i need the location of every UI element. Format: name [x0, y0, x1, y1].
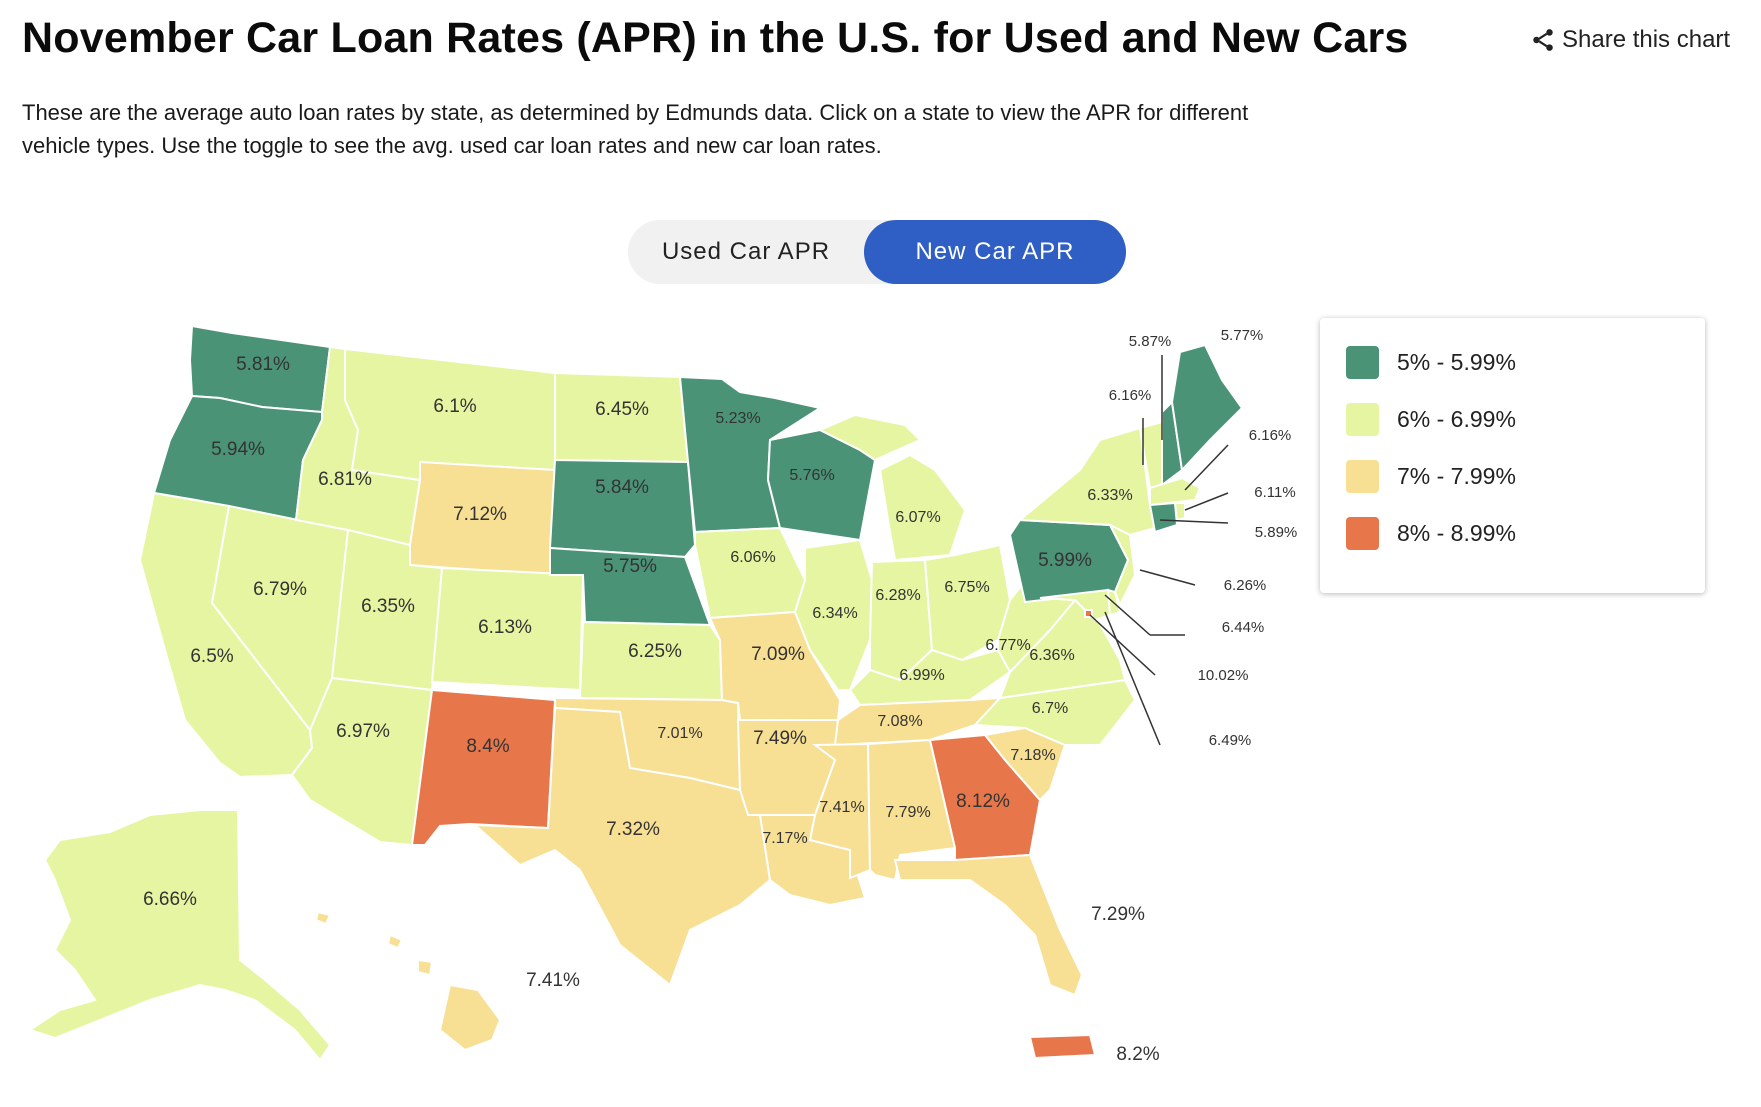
state-ma[interactable]	[1149, 476, 1202, 507]
rate-label-ms: 7.41%	[819, 799, 864, 816]
rate-label-ga: 8.12%	[956, 791, 1010, 812]
rate-label-pr: 8.2%	[1116, 1044, 1159, 1065]
state-nm[interactable]	[410, 688, 557, 846]
share-icon	[1533, 29, 1553, 51]
rate-label-co: 6.13%	[478, 617, 532, 638]
legend-item: 5% - 5.99%	[1346, 346, 1516, 379]
rate-label-id: 6.81%	[318, 469, 372, 490]
rate-label-ok: 7.01%	[657, 725, 702, 742]
legend-swatch	[1346, 460, 1379, 493]
rate-label-va: 6.36%	[1029, 647, 1074, 664]
state-me[interactable]	[1170, 343, 1244, 473]
rate-label-ky: 6.99%	[899, 667, 944, 684]
state-sd[interactable]	[548, 458, 697, 559]
state-ak[interactable]	[27, 809, 332, 1062]
rate-label-nc: 6.7%	[1032, 700, 1068, 717]
rate-label-tn: 7.08%	[877, 713, 922, 730]
legend-label: 5% - 5.99%	[1397, 349, 1516, 375]
leader-lines	[1089, 355, 1229, 746]
rate-label-me: 5.77%	[1221, 327, 1264, 344]
rate-label-ne: 5.75%	[603, 556, 657, 577]
rate-label-mn: 5.23%	[715, 410, 760, 427]
rate-label-sc: 7.18%	[1010, 747, 1055, 764]
rate-label-ma: 6.16%	[1249, 427, 1292, 444]
legend-swatch	[1346, 403, 1379, 436]
rate-label-ri: 6.11%	[1254, 484, 1295, 501]
rate-label-or: 5.94%	[211, 439, 265, 460]
rate-label-vt: 6.16%	[1109, 387, 1152, 404]
us-choropleth-map: 5.81% 5.94% 6.5% 6.79% 6.81% 6.1% 7.12% …	[27, 324, 1297, 1065]
state-pr[interactable]	[1028, 1033, 1097, 1060]
rate-label-in: 6.28%	[875, 587, 920, 604]
legend-label: 8% - 8.99%	[1397, 520, 1516, 546]
rate-label-pa: 5.99%	[1038, 550, 1092, 571]
legend-swatch	[1346, 346, 1379, 379]
state-hi[interactable]	[314, 910, 502, 1052]
state-il[interactable]	[793, 538, 874, 691]
rate-label-sd: 5.84%	[595, 477, 649, 498]
rate-label-nm: 8.4%	[466, 736, 509, 757]
share-button[interactable]: Share this chart	[1530, 26, 1730, 54]
legend-label: 6% - 6.99%	[1397, 406, 1516, 432]
rate-label-wy: 7.12%	[453, 504, 507, 525]
rate-label-tx: 7.32%	[606, 819, 660, 840]
rate-label-wv: 6.77%	[985, 637, 1030, 654]
state-tx[interactable]	[472, 706, 772, 987]
legend-label: 7% - 7.99%	[1397, 463, 1516, 489]
state-ri[interactable]	[1173, 502, 1186, 522]
state-fl[interactable]	[893, 853, 1084, 997]
rate-label-nv: 6.79%	[253, 579, 307, 600]
rate-label-mi: 6.07%	[895, 509, 940, 526]
legend-item: 7% - 7.99%	[1346, 460, 1516, 493]
page-title: November Car Loan Rates (APR) in the U.S…	[22, 14, 1409, 62]
rate-label-mo: 7.09%	[751, 644, 805, 665]
state-mi-up[interactable]	[817, 413, 922, 462]
rate-label-nd: 6.45%	[595, 399, 649, 420]
new-car-apr-button[interactable]: New Car APR	[864, 220, 1126, 284]
state-ia[interactable]	[694, 526, 807, 620]
rate-label-hi: 7.41%	[526, 970, 580, 991]
state-nj[interactable]	[1107, 522, 1137, 608]
rate-label-dc: 10.02%	[1198, 667, 1249, 684]
rate-label-ia: 6.06%	[730, 549, 775, 566]
rate-label-il: 6.34%	[812, 605, 857, 622]
share-label: Share this chart	[1562, 26, 1731, 53]
legend-item: 6% - 6.99%	[1346, 403, 1516, 436]
rate-labels: 5.81% 5.94% 6.5% 6.79% 6.81% 6.1% 7.12% …	[143, 327, 1297, 1065]
rate-label-oh: 6.75%	[944, 579, 989, 596]
rate-label-md: 6.49%	[1209, 732, 1252, 749]
rate-label-ut: 6.35%	[361, 596, 415, 617]
apr-toggle: Used Car APR New Car APR	[628, 220, 1126, 284]
rate-label-mt: 6.1%	[433, 396, 476, 417]
used-car-apr-button[interactable]: Used Car APR	[628, 220, 864, 284]
rate-label-wi: 5.76%	[789, 467, 834, 484]
rate-label-al: 7.79%	[885, 804, 930, 821]
rate-label-nj: 6.26%	[1224, 577, 1267, 594]
legend-swatch	[1346, 517, 1379, 550]
rate-label-wa: 5.81%	[236, 354, 290, 375]
state-shapes	[27, 324, 1244, 1062]
rate-label-ks: 6.25%	[628, 641, 682, 662]
state-ct[interactable]	[1148, 501, 1179, 534]
legend: 5% - 5.99% 6% - 6.99% 7% - 7.99% 8% - 8.…	[1320, 318, 1705, 593]
rate-label-la: 7.17%	[762, 830, 807, 847]
rate-label-az: 6.97%	[336, 721, 390, 742]
legend-item: 8% - 8.99%	[1346, 517, 1516, 550]
rate-label-ca: 6.5%	[190, 646, 233, 667]
rate-label-ct: 5.89%	[1255, 524, 1298, 541]
rate-label-ny: 6.33%	[1087, 487, 1132, 504]
description: These are the average auto loan rates by…	[22, 100, 1249, 158]
rate-label-ak: 6.66%	[143, 889, 197, 910]
rate-label-nh: 5.87%	[1129, 333, 1172, 350]
rate-label-fl: 7.29%	[1091, 904, 1145, 925]
rate-label-de: 6.44%	[1222, 619, 1265, 636]
state-mi[interactable]	[878, 453, 967, 562]
rate-label-ar: 7.49%	[753, 728, 807, 749]
